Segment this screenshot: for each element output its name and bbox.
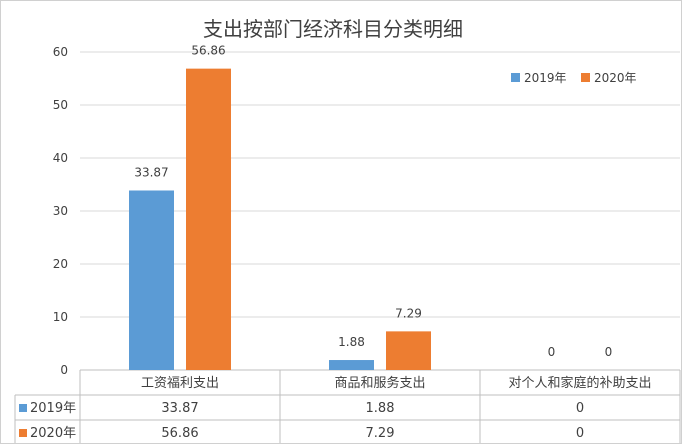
- table-swatch: [19, 429, 27, 437]
- data-label: 0: [605, 345, 613, 359]
- data-label: 1.88: [338, 335, 365, 349]
- legend-swatch: [511, 73, 520, 82]
- bars: [129, 68, 431, 370]
- y-tick-label: 20: [53, 257, 68, 271]
- data-label: 0: [548, 345, 556, 359]
- y-tick-label: 30: [53, 204, 68, 218]
- y-tick-label: 0: [60, 363, 68, 377]
- table-cell: 56.86: [161, 426, 198, 441]
- legend-label: 2020年: [594, 71, 637, 85]
- bar: [129, 190, 174, 370]
- bar: [329, 360, 374, 370]
- chart-title: 支出按部门经济科目分类明细: [203, 17, 463, 41]
- bar: [386, 331, 431, 370]
- legend: 2019年 2020年: [511, 71, 637, 85]
- table-cell: 1.88: [366, 401, 395, 416]
- table-series-label: 2019年: [30, 401, 76, 416]
- table-cell: 0: [576, 401, 584, 416]
- table-cell: 0: [576, 426, 584, 441]
- gridlines: [80, 51, 680, 371]
- table-swatch: [19, 404, 27, 412]
- data-table: 工资福利支出 商品和服务支出 对个人和家庭的补助支出 2019年 33.87 1.88 0 2…: [14, 370, 681, 443]
- y-tick-label: 10: [53, 310, 68, 324]
- table-cell: 7.29: [366, 426, 395, 441]
- y-tick-label: 40: [53, 151, 68, 165]
- table-series-label: 2020年: [30, 426, 76, 441]
- x-tick-label: 工资福利支出: [141, 376, 219, 391]
- legend-swatch: [581, 73, 590, 82]
- data-label: 7.29: [395, 306, 422, 320]
- y-tick-label: 60: [53, 45, 68, 59]
- x-tick-label: 商品和服务支出: [334, 375, 425, 391]
- data-label: 33.87: [134, 165, 168, 179]
- bar: [186, 68, 231, 370]
- data-label: 56.86: [191, 44, 225, 58]
- data-labels: 33.87 1.88 0 56.86 7.29 0: [134, 44, 612, 359]
- y-axis: 0 10 20 30 40 50 60: [53, 45, 68, 377]
- x-tick-label: 对个人和家庭的补助支出: [508, 375, 651, 391]
- table-cell: 33.87: [161, 401, 198, 416]
- y-tick-label: 50: [53, 98, 68, 112]
- legend-label: 2019年: [524, 71, 567, 85]
